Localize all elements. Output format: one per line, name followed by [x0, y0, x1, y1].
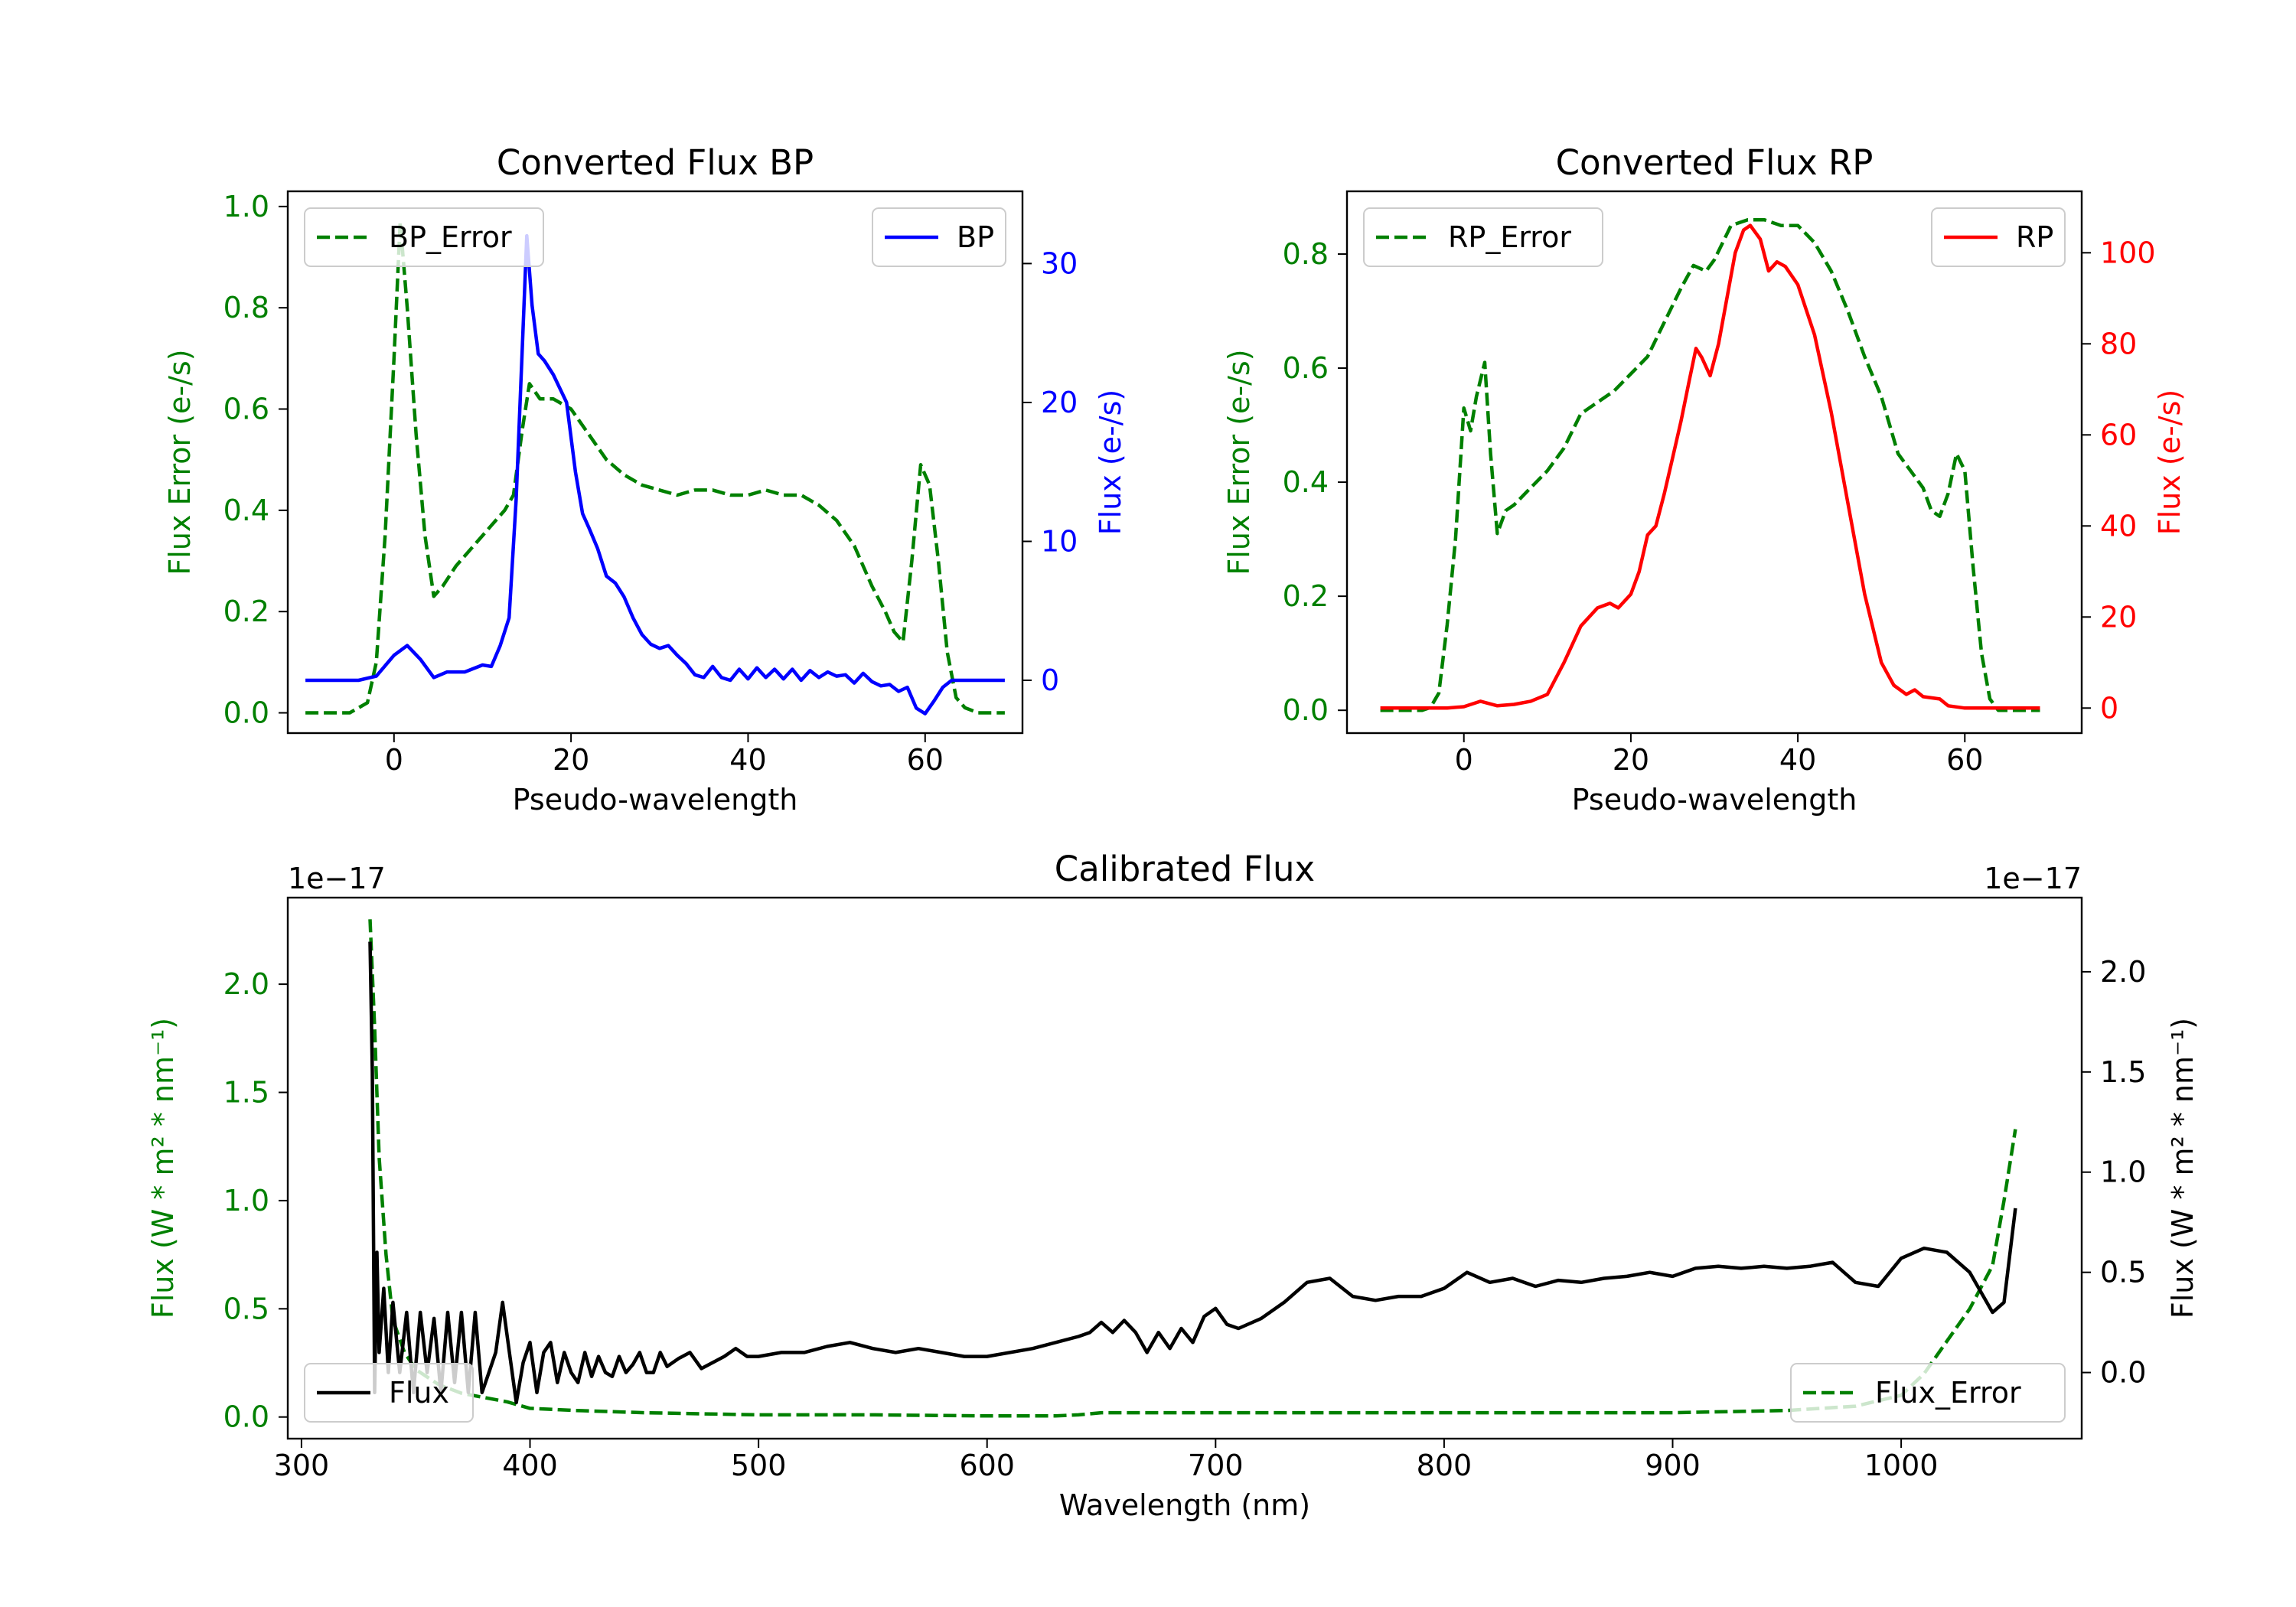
bp-left-tick-label: 0.2 — [223, 595, 269, 628]
rp-x-tick-label: 60 — [1946, 743, 1983, 777]
rp-right-tick-label: 20 — [2100, 600, 2137, 634]
series-line-flux — [368, 941, 2017, 1405]
calibrated-legend-box — [304, 1363, 474, 1423]
calibrated-right-tick-label: 1.5 — [2100, 1055, 2146, 1089]
calibrated-left-tick-label: 1.5 — [223, 1076, 269, 1110]
rp-left-axis-label: Flux Error (e-/s) — [1222, 349, 1256, 575]
series-line-bp-error — [305, 220, 1005, 715]
calibrated-x-tick-label: 500 — [731, 1449, 787, 1482]
series-line-bp — [305, 233, 1005, 715]
bp-legend-box — [872, 207, 1006, 267]
calibrated-x-axis-label: Wavelength (nm) — [1059, 1488, 1310, 1522]
rp-right-tick-label: 40 — [2100, 509, 2137, 543]
calibrated-x-tick-label: 700 — [1188, 1449, 1244, 1482]
rp-chart-title: Converted Flux RP — [1556, 142, 1874, 183]
calibrated-x-tick-label: 1000 — [1864, 1449, 1939, 1482]
calibrated-legend-box — [1790, 1363, 2066, 1423]
calibrated-right-offset-text: 1e−17 — [1984, 862, 2082, 895]
bp-axes-frame — [286, 190, 1024, 735]
rp-left-tick-label: 0.0 — [1283, 693, 1329, 727]
rp-right-tick-label: 60 — [2100, 418, 2137, 451]
calibrated-x-tick-label: 300 — [274, 1449, 330, 1482]
calibrated-right-tick-label: 0.5 — [2100, 1256, 2146, 1289]
calibrated-axes-frame — [286, 896, 2083, 1440]
calibrated-right-axis-label: Flux (W * m² * nm⁻¹) — [2166, 1018, 2200, 1319]
bp-x-tick-label: 40 — [729, 743, 766, 777]
calibrated-x-tick-label: 400 — [502, 1449, 558, 1482]
calibrated-left-tick-label: 0.0 — [223, 1400, 269, 1434]
calibrated-x-tick-label: 900 — [1645, 1449, 1701, 1482]
calibrated-left-tick-label: 0.5 — [223, 1292, 269, 1325]
rp-legend-label: RP — [2016, 220, 2053, 254]
bp-legend-label: BP_Error — [389, 220, 512, 254]
rp-x-tick-label: 0 — [1455, 743, 1473, 777]
rp-right-axis-label: Flux (e-/s) — [2153, 390, 2187, 535]
rp-right-tick-label: 80 — [2100, 327, 2137, 360]
calibrated-left-axis-label: Flux (W * m² * nm⁻¹) — [146, 1018, 180, 1319]
bp-legend-label: BP — [957, 220, 994, 254]
bp-right-tick-label: 20 — [1041, 386, 1078, 419]
bp-left-tick-label: 0.4 — [223, 494, 269, 527]
rp-x-axis-label: Pseudo-wavelength — [1572, 783, 1857, 817]
calibrated-legend-label: Flux — [389, 1376, 449, 1410]
bp-legend-box — [304, 207, 544, 267]
calibrated-left-tick-label: 1.0 — [223, 1184, 269, 1217]
bp-chart-title: Converted Flux BP — [497, 142, 814, 183]
calibrated-legend-label: Flux_Error — [1875, 1376, 2021, 1410]
rp-x-tick-label: 20 — [1613, 743, 1649, 777]
rp-panel — [1380, 218, 2040, 712]
bp-x-axis-label: Pseudo-wavelength — [513, 783, 798, 817]
bp-right-axis-label: Flux (e-/s) — [1094, 390, 1127, 535]
rp-legend-label: RP_Error — [1448, 220, 1571, 254]
axes-layer: Converted Flux BP 0 20 40 60 Pseudo-wavelengt… — [146, 142, 2200, 1522]
calibrated-right-tick-label: 2.0 — [2100, 955, 2146, 989]
rp-left-tick-label: 0.4 — [1283, 465, 1329, 499]
calibrated-left-offset-text: 1e−17 — [288, 862, 386, 895]
bp-right-tick-label: 0 — [1041, 663, 1059, 697]
bp-left-tick-label: 1.0 — [223, 190, 269, 223]
bp-panel — [305, 220, 1005, 715]
calibrated-right-tick-label: 1.0 — [2100, 1156, 2146, 1189]
calibrated-left-tick-label: 2.0 — [223, 967, 269, 1001]
bp-right-tick-label: 10 — [1041, 524, 1078, 558]
rp-left-tick-label: 0.2 — [1283, 579, 1329, 613]
rp-legend-box — [1931, 207, 2066, 267]
rp-right-tick-label: 100 — [2100, 236, 2156, 269]
rp-right-tick-label: 0 — [2100, 691, 2118, 725]
rp-legend-box — [1363, 207, 1603, 267]
rp-axes-frame — [1345, 190, 2083, 735]
bp-x-tick-label: 60 — [907, 743, 944, 777]
bp-left-tick-label: 0.0 — [223, 696, 269, 730]
calibrated-chart-title: Calibrated Flux — [1055, 849, 1315, 889]
calibrated-x-tick-label: 800 — [1417, 1449, 1473, 1482]
bp-left-axis-label: Flux Error (e-/s) — [163, 349, 197, 575]
calibrated-x-tick-label: 600 — [959, 1449, 1015, 1482]
bp-x-tick-label: 0 — [385, 743, 403, 777]
series-line-rp — [1380, 223, 2040, 710]
rp-x-tick-label: 40 — [1779, 743, 1816, 777]
rp-left-tick-label: 0.8 — [1283, 237, 1329, 271]
bp-x-tick-label: 20 — [553, 743, 589, 777]
bp-right-tick-label: 30 — [1041, 246, 1078, 280]
bp-left-tick-label: 0.8 — [223, 291, 269, 324]
rp-left-tick-label: 0.6 — [1283, 351, 1329, 385]
series-line-rp-error — [1380, 218, 2040, 712]
calibrated-right-tick-label: 0.0 — [2100, 1356, 2146, 1390]
bp-left-tick-label: 0.6 — [223, 393, 269, 426]
